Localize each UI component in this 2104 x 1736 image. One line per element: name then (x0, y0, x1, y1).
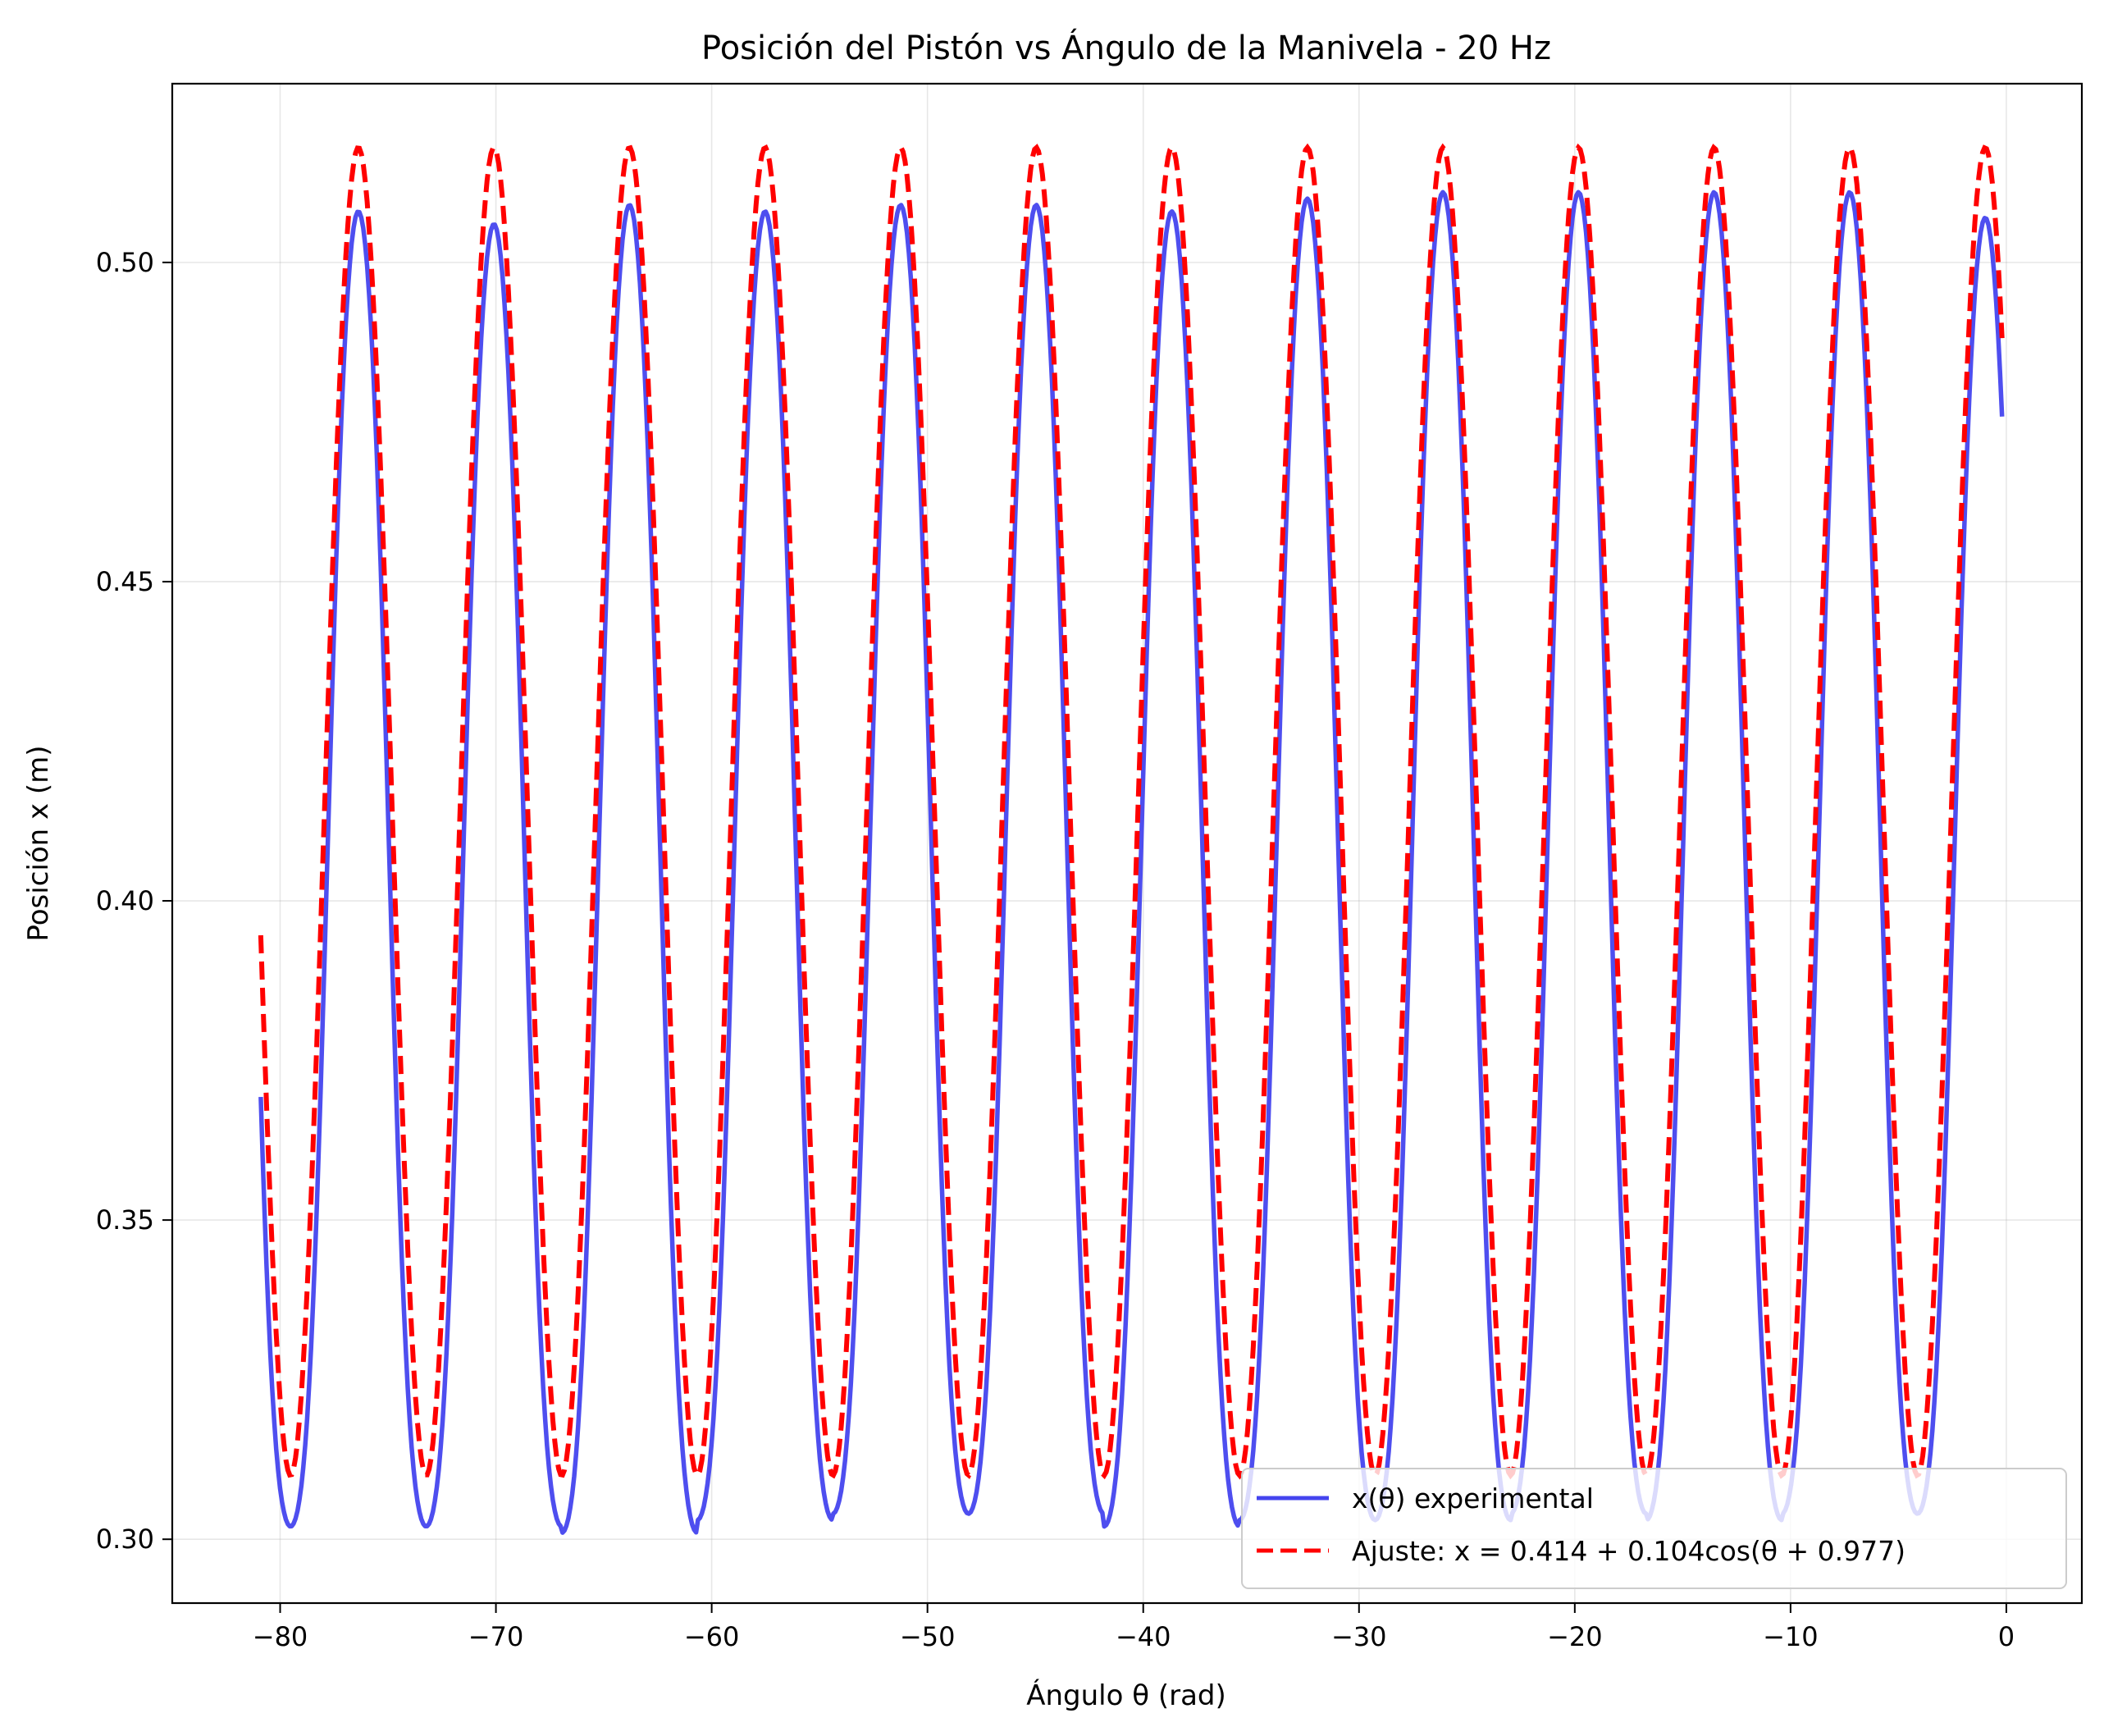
x-tick-label: 0 (1998, 1621, 2015, 1652)
x-tick-label: −80 (253, 1621, 308, 1652)
chart-title: Posición del Pistón vs Ángulo de la Mani… (701, 28, 1551, 67)
plot-lines (258, 143, 2005, 1535)
legend-label-fit: Ajuste: x = 0.414 + 0.104cos(θ + 0.977) (1352, 1535, 1905, 1567)
x-tick-label: −10 (1763, 1621, 1819, 1652)
x-tick-label: −30 (1331, 1621, 1387, 1652)
y-tick-label: 0.35 (96, 1204, 154, 1236)
legend-label-experimental: x(θ) experimental (1352, 1482, 1594, 1514)
x-axis-label: Ángulo θ (rad) (1026, 1679, 1226, 1712)
y-axis-label: Posición x (m) (22, 745, 55, 941)
x-tick-label: −50 (900, 1621, 956, 1652)
series-fit-line (258, 143, 2005, 1480)
plot-frame (171, 82, 2083, 1605)
legend: x(θ) experimental Ajuste: x = 0.414 + 0.… (1241, 1468, 2067, 1589)
series-experimental-line (258, 190, 2005, 1535)
x-tick-label: −70 (468, 1621, 524, 1652)
x-tick-label: −20 (1547, 1621, 1603, 1652)
axis-ticks: −80 −70 −60 −50 −40 −30 −20 −10 0 0.30 0.35 0.40 0.4… (96, 247, 2015, 1652)
y-tick-label: 0.45 (96, 566, 154, 597)
y-tick-label: 0.40 (96, 885, 154, 916)
y-tick-label: 0.30 (96, 1524, 154, 1555)
x-tick-label: −60 (684, 1621, 740, 1652)
x-tick-label: −40 (1116, 1621, 1171, 1652)
legend-box (1241, 1468, 2067, 1589)
y-tick-label: 0.50 (96, 247, 154, 278)
